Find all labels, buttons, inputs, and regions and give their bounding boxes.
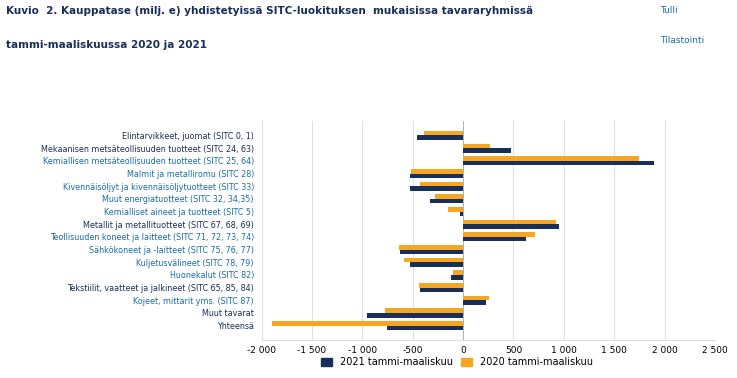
Bar — [463, 224, 559, 229]
Bar — [463, 220, 556, 224]
Bar — [420, 288, 463, 292]
Bar — [463, 300, 486, 305]
Bar — [399, 249, 463, 254]
Bar — [385, 308, 463, 313]
Bar — [404, 258, 463, 262]
Bar — [410, 174, 463, 178]
Bar — [463, 156, 640, 161]
Bar — [453, 270, 463, 275]
Bar — [399, 245, 463, 249]
Bar — [386, 326, 463, 330]
Text: Kuvio  2. Kauppatase (milj. e) yhdistetyissä SITC-luokituksen  mukaisissa tavara: Kuvio 2. Kauppatase (milj. e) yhdistetyi… — [6, 6, 533, 15]
Bar — [410, 186, 463, 191]
Bar — [460, 212, 463, 216]
Bar — [435, 194, 463, 199]
Legend: 2021 tammi-maaliskuu, 2020 tammi-maaliskuu: 2021 tammi-maaliskuu, 2020 tammi-maalisk… — [317, 353, 597, 371]
Bar — [463, 232, 534, 237]
Bar — [448, 207, 463, 212]
Bar — [424, 131, 463, 135]
Bar — [368, 313, 463, 318]
Bar — [463, 148, 511, 153]
Bar — [410, 262, 463, 267]
Bar — [272, 321, 463, 326]
Bar — [463, 237, 525, 242]
Text: Tulli: Tulli — [660, 6, 677, 15]
Bar — [420, 182, 463, 186]
Bar — [430, 199, 463, 203]
Bar — [451, 275, 463, 279]
Bar — [419, 283, 463, 288]
Bar — [411, 169, 463, 174]
Bar — [416, 135, 463, 140]
Bar — [463, 144, 490, 148]
Text: Tilastointi: Tilastointi — [660, 36, 704, 45]
Text: tammi-maaliskuussa 2020 ja 2021: tammi-maaliskuussa 2020 ja 2021 — [6, 40, 207, 50]
Bar — [463, 161, 654, 166]
Bar — [463, 296, 489, 300]
